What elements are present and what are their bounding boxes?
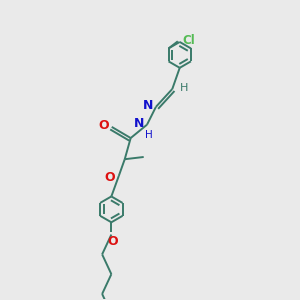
Text: H: H xyxy=(180,82,188,92)
Text: O: O xyxy=(107,235,118,248)
Text: Cl: Cl xyxy=(182,34,195,47)
Text: H: H xyxy=(145,130,152,140)
Text: O: O xyxy=(99,119,110,132)
Text: N: N xyxy=(134,117,144,130)
Text: N: N xyxy=(142,99,153,112)
Text: O: O xyxy=(105,171,115,184)
